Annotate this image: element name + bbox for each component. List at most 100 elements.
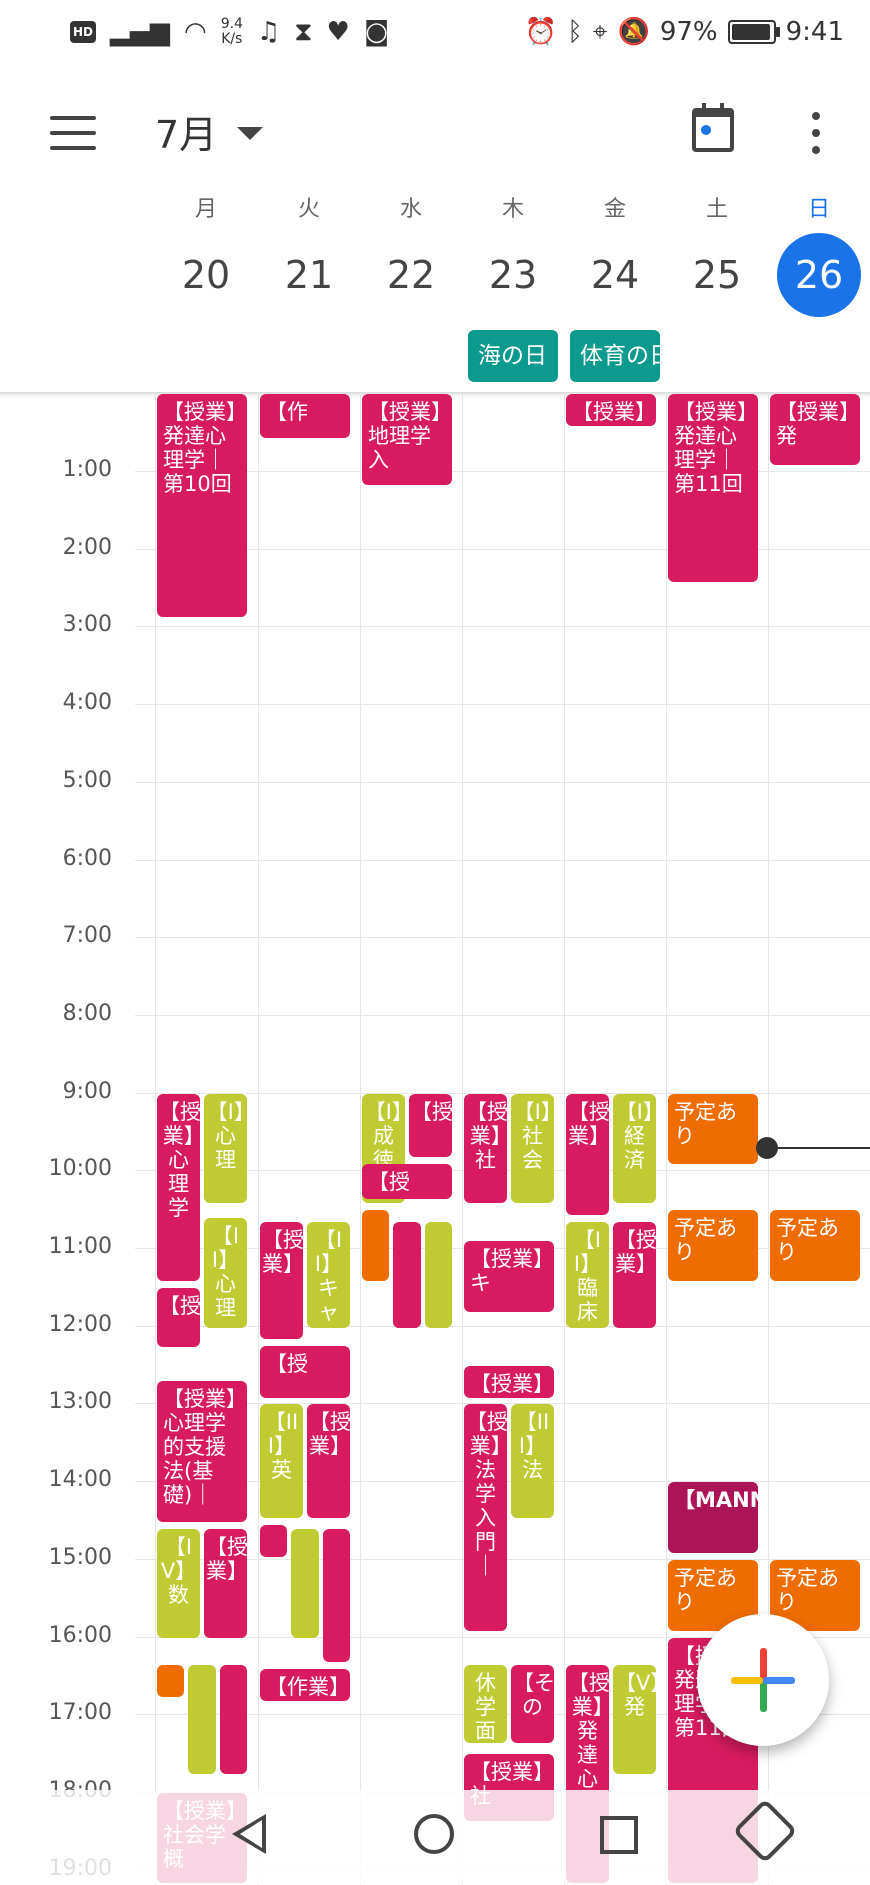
- calendar-event[interactable]: 【授業】心理学: [157, 1093, 200, 1281]
- day-column-header-21[interactable]: 火 21: [259, 195, 359, 317]
- heart-icon: ♥: [326, 17, 350, 47]
- hour-label: 11:00: [48, 1234, 112, 1259]
- day-of-week-label: 木: [501, 197, 524, 222]
- day-of-week-label: 日: [807, 197, 830, 222]
- calendar-event[interactable]: 予定あり: [668, 1093, 758, 1165]
- month-selector[interactable]: 7月: [155, 104, 264, 159]
- day-column-divider: [564, 393, 565, 1885]
- calendar-event[interactable]: 【授業】地理学入: [362, 394, 452, 485]
- day-column-header-26[interactable]: 日 26: [769, 195, 869, 317]
- hour-label: 17:00: [48, 1700, 112, 1726]
- calendar-event[interactable]: 【II】心理: [204, 1217, 247, 1328]
- calendar-event[interactable]: 【授業】: [613, 1221, 656, 1328]
- calendar-event[interactable]: 【II】キャ: [307, 1221, 350, 1328]
- calendar-event[interactable]: 【作業】: [260, 1668, 350, 1701]
- calendar-event[interactable]: 【授: [409, 1093, 452, 1157]
- calendar-event[interactable]: 【授業】: [566, 1093, 609, 1215]
- calendar-event[interactable]: 【作: [260, 394, 350, 438]
- day-number: 23: [488, 253, 538, 297]
- menu-icon[interactable]: [50, 116, 96, 150]
- hour-label: 8:00: [62, 1000, 112, 1026]
- calendar-event[interactable]: 予定あり: [770, 1210, 860, 1281]
- hour-label: 1:00: [62, 457, 112, 482]
- calendar-event[interactable]: 【授業】発達心理学｜第11回: [668, 394, 758, 582]
- hour-gridline: [135, 1325, 870, 1327]
- calendar-event[interactable]: 【授業】発達心理学｜第10回: [157, 394, 247, 617]
- calendar-event[interactable]: 【その: [511, 1664, 554, 1744]
- music-note-icon: ♫: [256, 17, 281, 47]
- calendar-event[interactable]: 休学面: [464, 1664, 507, 1744]
- calendar-event[interactable]: [260, 1524, 288, 1557]
- calendar-event[interactable]: 【授業】心理学的支援法(基礎)｜: [157, 1381, 247, 1522]
- hour-gridline: [135, 937, 870, 939]
- current-time-dot: [756, 1136, 778, 1159]
- hourglass-icon: ⧗: [294, 16, 313, 47]
- calendar-event[interactable]: 【III】英: [260, 1404, 303, 1518]
- more-options-icon[interactable]: [806, 112, 826, 158]
- all-day-event[interactable]: 海の日: [468, 330, 558, 382]
- calendar-event[interactable]: 【授業】法学入門｜: [464, 1404, 507, 1631]
- calendar-event[interactable]: 【授: [362, 1163, 452, 1200]
- app-bar: 7月: [0, 64, 870, 200]
- alarm-icon: ⏰: [524, 17, 558, 47]
- home-icon[interactable]: [414, 1814, 454, 1854]
- signal-icon: ▂▄▆: [110, 17, 170, 47]
- calendar-event[interactable]: 【授業】: [464, 1365, 554, 1398]
- calendar-event[interactable]: 【授業】社: [464, 1093, 507, 1204]
- calendar-event[interactable]: 【III】法: [511, 1404, 554, 1518]
- calendar-event[interactable]: 【MANNABASE: [668, 1482, 758, 1553]
- calendar-event[interactable]: 【授: [157, 1287, 200, 1347]
- status-left: HD ▂▄▆ ◠ 9.4 K/s ♫ ⧗ ♥ ◙: [70, 10, 389, 54]
- calendar-event[interactable]: [219, 1664, 247, 1775]
- day-of-week-label: 月: [194, 197, 217, 222]
- day-number: 21: [284, 253, 334, 297]
- day-number: 20: [181, 253, 231, 297]
- hour-label: 14:00: [48, 1467, 112, 1493]
- calendar-event[interactable]: 【授業】発: [770, 394, 860, 466]
- calendar-event[interactable]: [424, 1221, 452, 1328]
- calendar-event[interactable]: [291, 1528, 319, 1639]
- status-right: ⏰ ᛒ ⌖ 🔕 97% 9:41: [525, 10, 844, 54]
- calendar-event[interactable]: [157, 1664, 185, 1697]
- calendar-event[interactable]: 【II】臨床: [566, 1221, 609, 1328]
- day-of-week-label: 金: [603, 197, 626, 222]
- create-event-button[interactable]: [697, 1614, 829, 1746]
- day-column-header-20[interactable]: 月 20: [156, 195, 256, 317]
- hour-label: 3:00: [62, 612, 112, 638]
- all-day-event[interactable]: 体育の日: [570, 330, 660, 382]
- back-icon[interactable]: [232, 1814, 266, 1854]
- hour-label: 4:00: [62, 690, 112, 716]
- calendar-event[interactable]: 【授業】: [204, 1528, 247, 1639]
- recent-apps-icon[interactable]: [600, 1816, 638, 1854]
- hour-label: 13:00: [48, 1389, 112, 1415]
- day-of-week-label: 土: [705, 197, 728, 222]
- calendar-event[interactable]: [322, 1528, 350, 1662]
- calendar-event[interactable]: 予定あり: [668, 1210, 758, 1281]
- calendar-event[interactable]: 【授業】キ: [464, 1241, 554, 1313]
- calendar-event[interactable]: 【授: [260, 1346, 350, 1398]
- battery-icon: [727, 20, 780, 44]
- calendar-event[interactable]: 【V】発: [613, 1664, 656, 1775]
- calendar-event[interactable]: [362, 1210, 390, 1281]
- calendar-event[interactable]: 【I】経済: [613, 1093, 656, 1204]
- hour-gridline: [135, 704, 870, 706]
- day-column-header-25[interactable]: 土 25: [667, 195, 767, 317]
- today-calendar-icon[interactable]: [692, 103, 734, 152]
- calendar-event[interactable]: 【授業】: [307, 1404, 350, 1518]
- calendar-event[interactable]: [393, 1221, 421, 1328]
- rotate-icon[interactable]: [732, 1798, 798, 1864]
- calendar-event[interactable]: 【I】心理: [204, 1093, 247, 1204]
- hour-gridline: [135, 1092, 870, 1094]
- calendar-event[interactable]: 【授業】: [260, 1221, 303, 1340]
- day-column-header-24[interactable]: 金 24: [565, 195, 665, 317]
- day-column-header-23[interactable]: 木 23: [463, 195, 563, 317]
- calendar-event[interactable]: 【I】社会: [511, 1093, 554, 1204]
- hour-label: 7:00: [62, 923, 112, 949]
- clock: 9:41: [785, 17, 844, 47]
- day-number: 25: [692, 253, 742, 297]
- calendar-event[interactable]: 【授業】: [566, 394, 656, 427]
- day-column-header-22[interactable]: 水 22: [361, 195, 461, 317]
- calendar-event[interactable]: 【IV】数: [157, 1528, 200, 1639]
- instagram-icon: ◙: [363, 17, 390, 47]
- calendar-event[interactable]: [188, 1664, 216, 1775]
